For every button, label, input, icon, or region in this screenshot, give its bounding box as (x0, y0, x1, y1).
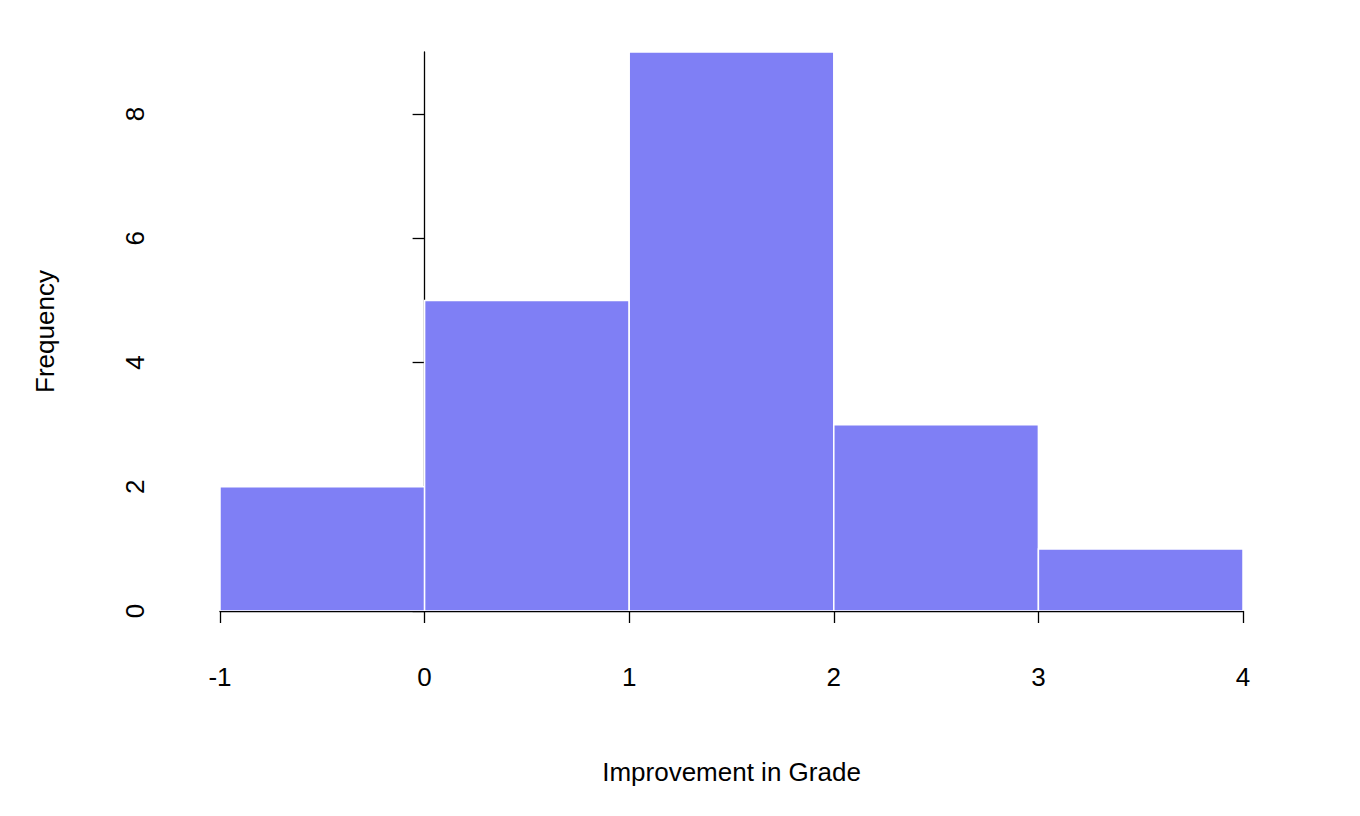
svg-text:0: 0 (417, 662, 431, 692)
svg-text:Improvement in Grade: Improvement in Grade (602, 757, 861, 787)
svg-text:2: 2 (120, 480, 150, 494)
svg-text:6: 6 (120, 231, 150, 245)
svg-text:Frequency: Frequency (30, 270, 60, 393)
svg-text:0: 0 (120, 604, 150, 618)
svg-text:4: 4 (120, 355, 150, 369)
svg-text:8: 8 (120, 107, 150, 121)
svg-text:3: 3 (1031, 662, 1045, 692)
svg-text:4: 4 (1236, 662, 1250, 692)
svg-text:2: 2 (827, 662, 841, 692)
svg-text:-1: -1 (208, 662, 231, 692)
svg-text:1: 1 (622, 662, 636, 692)
